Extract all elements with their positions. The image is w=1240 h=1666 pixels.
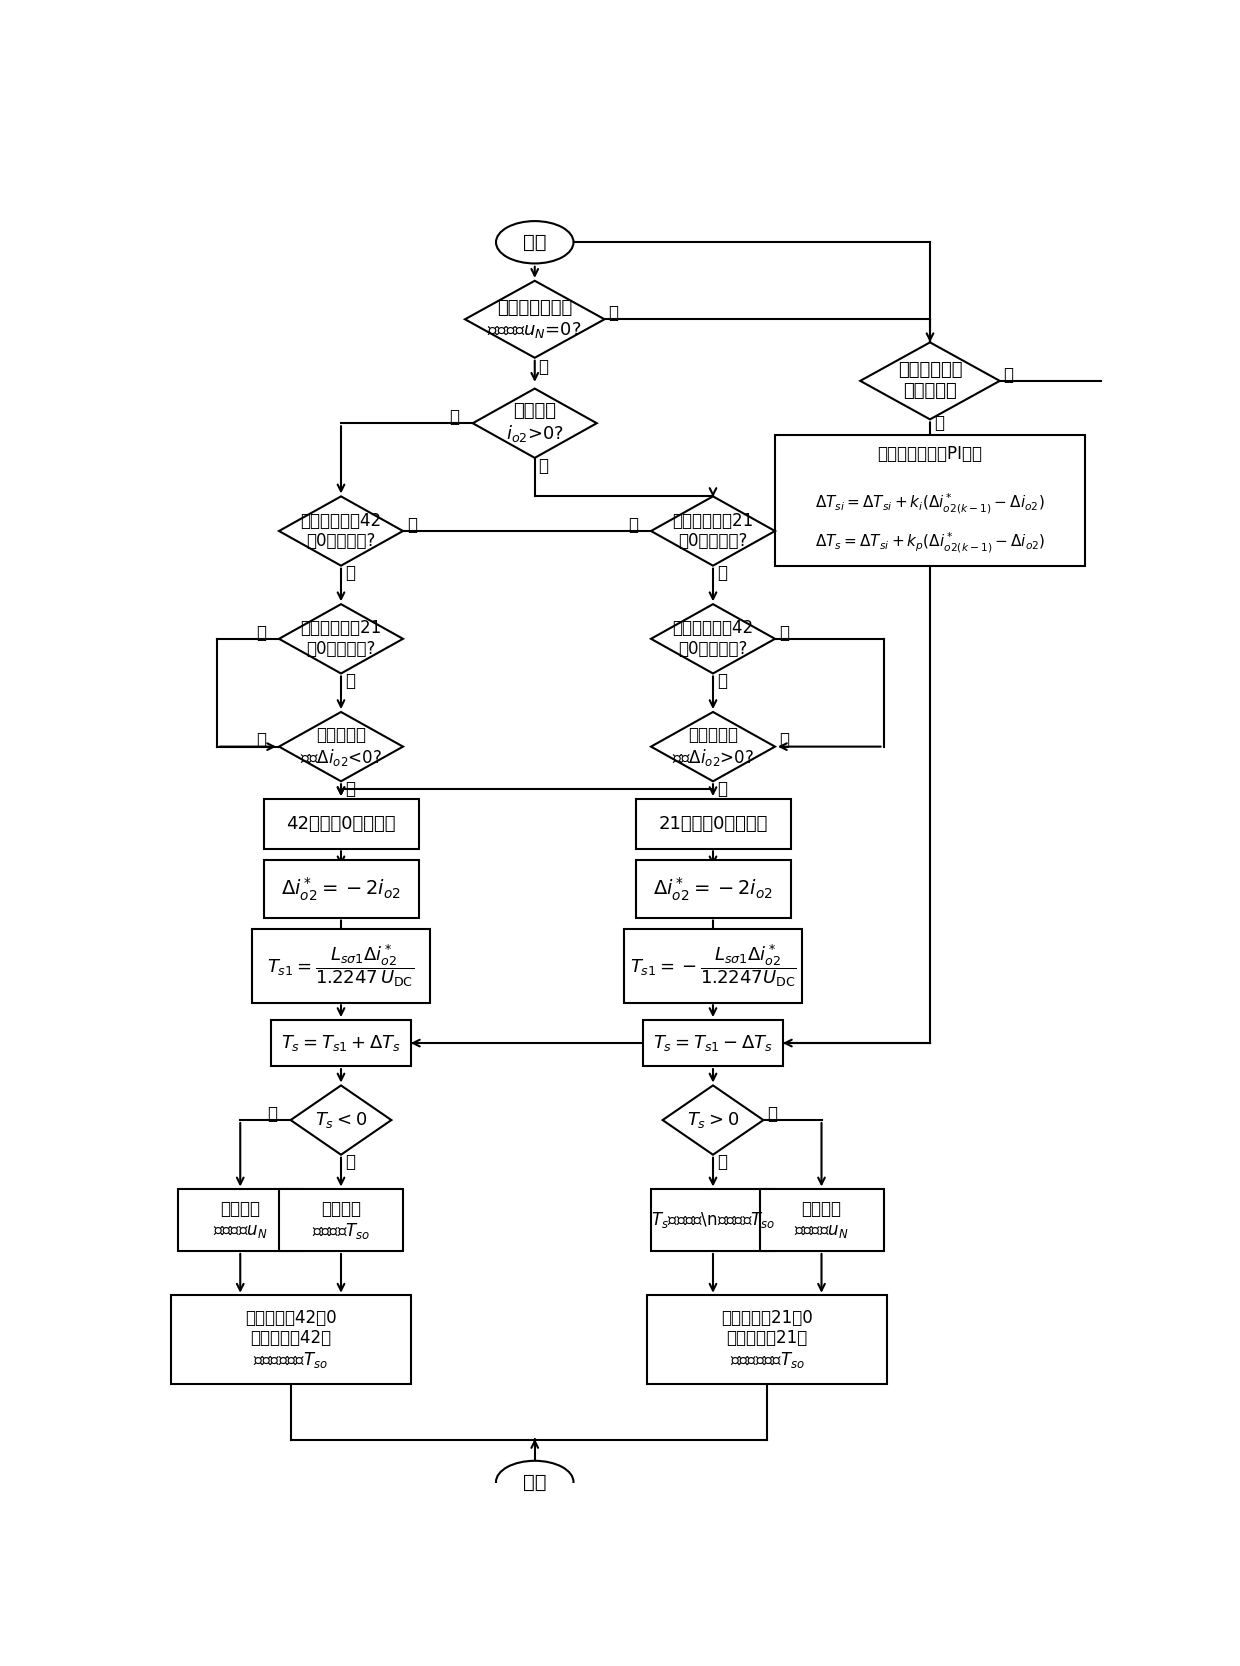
Bar <box>635 860 791 918</box>
Polygon shape <box>279 605 403 673</box>
Text: 是: 是 <box>779 623 789 641</box>
Text: 是: 是 <box>934 415 944 431</box>
Bar <box>635 798 791 848</box>
Text: 是: 是 <box>538 358 548 377</box>
Text: 否: 否 <box>717 671 727 690</box>
Text: 否: 否 <box>255 731 265 750</box>
Text: 否: 否 <box>717 1153 727 1171</box>
Text: 是: 是 <box>717 780 727 798</box>
Text: $\Delta i^*_{o2}=-2i_{o2}$: $\Delta i^*_{o2}=-2i_{o2}$ <box>653 875 773 903</box>
Bar <box>279 1190 403 1251</box>
Text: 结束: 结束 <box>523 1473 547 1491</box>
Text: 否: 否 <box>345 1153 355 1171</box>
Text: 否: 否 <box>1003 367 1013 383</box>
Text: $T_{s1}=-\dfrac{L_{s\sigma 1}\Delta i^*_{o2}}{1.2247U_{\rm DC}}$: $T_{s1}=-\dfrac{L_{s\sigma 1}\Delta i^*_… <box>630 943 796 990</box>
Text: 逆变器输出42和0
合成矢量，42矢
量作用时间为$T_{so}$: 逆变器输出42和0 合成矢量，42矢 量作用时间为$T_{so}$ <box>244 1308 336 1371</box>
Ellipse shape <box>496 222 573 263</box>
Polygon shape <box>465 282 605 358</box>
Text: 否: 否 <box>779 731 789 750</box>
Text: 否: 否 <box>449 408 460 426</box>
Text: 逆变器输
出单矢量$u_N$: 逆变器输 出单矢量$u_N$ <box>795 1200 848 1240</box>
Bar <box>171 1294 410 1384</box>
Text: 非线性因素补偿PI部分: 非线性因素补偿PI部分 <box>878 445 982 463</box>
Bar <box>179 1190 303 1251</box>
Polygon shape <box>290 1086 392 1155</box>
Bar <box>624 930 802 1003</box>
Text: $T_s$死区补偿\n限幅得到$T_{so}$: $T_s$死区补偿\n限幅得到$T_{so}$ <box>651 1210 775 1230</box>
Bar <box>263 798 419 848</box>
Text: 上一周期输出21
和0合成矢量?: 上一周期输出21 和0合成矢量? <box>300 620 382 658</box>
Text: 否: 否 <box>717 565 727 583</box>
Bar <box>252 930 430 1003</box>
Text: $T_s=T_{s1}-\Delta T_s$: $T_s=T_{s1}-\Delta T_s$ <box>653 1033 773 1053</box>
Text: 零序电流
$i_{o2}$>0?: 零序电流 $i_{o2}$>0? <box>506 402 564 445</box>
Polygon shape <box>651 605 775 673</box>
Text: 否: 否 <box>609 305 619 322</box>
Text: 逆变器输出21和0
合成矢量，21矢
量作用时间为$T_{so}$: 逆变器输出21和0 合成矢量，21矢 量作用时间为$T_{so}$ <box>722 1308 813 1371</box>
Text: $T_s>0$: $T_s>0$ <box>687 1110 739 1130</box>
Text: 上一周期输出42
和0合成矢量?: 上一周期输出42 和0合成矢量? <box>300 511 382 550</box>
Text: 是: 是 <box>627 516 637 533</box>
Text: 上一周期输出21
和0合成矢量?: 上一周期输出21 和0合成矢量? <box>672 511 754 550</box>
Text: 上一周期有零
序电流控制: 上一周期有零 序电流控制 <box>898 362 962 400</box>
Ellipse shape <box>496 1461 573 1503</box>
Text: 死区补偿
限幅得到$T_{so}$: 死区补偿 限幅得到$T_{so}$ <box>311 1200 371 1241</box>
Polygon shape <box>861 343 999 420</box>
Polygon shape <box>651 496 775 566</box>
Polygon shape <box>472 388 596 458</box>
Bar <box>651 1190 775 1251</box>
Polygon shape <box>279 496 403 566</box>
Text: 逆变器输
出单矢量$u_N$: 逆变器输 出单矢量$u_N$ <box>213 1200 268 1240</box>
Text: 是: 是 <box>407 516 417 533</box>
Bar <box>644 1020 782 1066</box>
Text: 否: 否 <box>345 671 355 690</box>
Text: 21矢量与0矢量合成: 21矢量与0矢量合成 <box>658 815 768 833</box>
Bar <box>263 860 419 918</box>
Text: $T_{s1}=\dfrac{L_{s\sigma 1}\Delta i^*_{o2}}{1.2247\,U_{\rm DC}}$: $T_{s1}=\dfrac{L_{s\sigma 1}\Delta i^*_{… <box>268 943 414 990</box>
Text: 42矢量与0矢量合成: 42矢量与0矢量合成 <box>286 815 396 833</box>
Text: 是: 是 <box>268 1105 278 1123</box>
Text: $T_s=T_{s1}+\Delta T_s$: $T_s=T_{s1}+\Delta T_s$ <box>281 1033 401 1053</box>
Text: 开始: 开始 <box>523 233 547 252</box>
Text: $\Delta i^*_{o2}=-2i_{o2}$: $\Delta i^*_{o2}=-2i_{o2}$ <box>281 875 401 903</box>
Bar <box>775 435 1085 566</box>
Bar <box>272 1020 410 1066</box>
Text: 是: 是 <box>345 780 355 798</box>
Text: 零序电流变
化量$\Delta i_{o2}$>0?: 零序电流变 化量$\Delta i_{o2}$>0? <box>672 725 754 768</box>
Text: 是: 是 <box>768 1105 777 1123</box>
Text: 零序电流变
化量$\Delta i_{o2}$<0?: 零序电流变 化量$\Delta i_{o2}$<0? <box>300 725 382 768</box>
Polygon shape <box>279 711 403 781</box>
Polygon shape <box>662 1086 764 1155</box>
Text: 是: 是 <box>255 623 265 641</box>
Text: 预测算法选择的
电压矢量$u_N$=0?: 预测算法选择的 电压矢量$u_N$=0? <box>487 298 582 340</box>
Text: 否: 否 <box>345 565 355 583</box>
Bar <box>759 1190 883 1251</box>
Text: 上一周期输出42
和0合成矢量?: 上一周期输出42 和0合成矢量? <box>672 620 754 658</box>
Polygon shape <box>651 711 775 781</box>
Text: $T_s<0$: $T_s<0$ <box>315 1110 367 1130</box>
Text: $\Delta T_s=\Delta T_{si}+k_p(\Delta i^*_{o2(k-1)}-\Delta i_{o2})$: $\Delta T_s=\Delta T_{si}+k_p(\Delta i^*… <box>815 530 1045 555</box>
Bar <box>647 1294 888 1384</box>
Text: $\Delta T_{si}=\Delta T_{si}+k_i(\Delta i^*_{o2(k-1)}-\Delta i_{o2})$: $\Delta T_{si}=\Delta T_{si}+k_i(\Delta … <box>815 491 1045 516</box>
Text: 是: 是 <box>538 456 548 475</box>
